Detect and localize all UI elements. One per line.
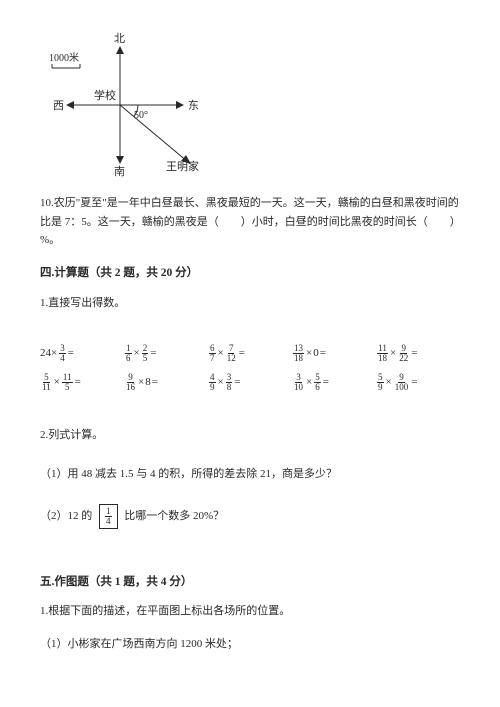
label-east: 东 bbox=[188, 97, 199, 116]
s4-q2-1: （1）用 48 减去 1.5 与 4 的积，所得的差去除 21，商是多少？ bbox=[40, 465, 460, 484]
calc-item: 511 × 115 = bbox=[40, 373, 124, 392]
question-10: 10.农历"夏至"是一年中白昼最长、黑夜最短的一天。这一天，赣榆的白昼和黑夜时间… bbox=[40, 194, 460, 250]
page-container: 北 南 西 东 学校 50° 王明家 1000米 10.农历"夏至"是一年中白昼… bbox=[0, 0, 500, 707]
fraction: 1118 bbox=[377, 344, 388, 363]
fraction: 16 bbox=[125, 344, 132, 363]
calc-item: 16 × 25 = bbox=[124, 344, 208, 363]
calc-post: = bbox=[68, 344, 74, 363]
label-north: 北 bbox=[114, 30, 125, 49]
s5-q1-1: （1）小彬家在广场西南方向 1200 米处； bbox=[40, 635, 460, 654]
s4-q2-2: （2）12 的 1 4 比哪一个数多 20%？ bbox=[40, 504, 460, 529]
calc-item: 1118 × 922 = bbox=[376, 344, 460, 363]
fraction: 67 bbox=[209, 344, 216, 363]
label-school: 学校 bbox=[94, 87, 116, 106]
boxed-fraction: 1 4 bbox=[99, 504, 118, 529]
fraction: 511 bbox=[41, 373, 52, 392]
fraction: 916 bbox=[125, 373, 136, 392]
fraction: 25 bbox=[142, 344, 149, 363]
calc-row-1: 24× 34 = 16 × 25 = 67 × 712 = 1318 × 0 =… bbox=[40, 344, 460, 363]
calc-row-2: 511 × 115 = 916 × 8 = 49 × 38 = 310 × 56… bbox=[40, 373, 460, 392]
calc-item: 1318 × 0 = bbox=[292, 344, 376, 363]
section-5-head: 五.作图题（共 1 题，共 4 分） bbox=[40, 573, 460, 593]
fraction: 56 bbox=[314, 373, 321, 392]
fraction: 38 bbox=[226, 373, 233, 392]
q2-2-post: 比哪一个数多 20%？ bbox=[124, 510, 224, 522]
calc-pre: 24× bbox=[40, 344, 57, 363]
fraction: 9100 bbox=[394, 373, 410, 392]
label-west: 西 bbox=[53, 97, 64, 116]
calc-item: 916 × 8 = bbox=[124, 373, 208, 392]
s5-q1: 1.根据下面的描述，在平面图上标出各场所的位置。 bbox=[40, 602, 460, 621]
fraction: 34 bbox=[59, 344, 66, 363]
calc-item: 49 × 38 = bbox=[208, 373, 292, 392]
fraction: 1 4 bbox=[105, 507, 112, 526]
fraction: 922 bbox=[398, 344, 409, 363]
label-house: 王明家 bbox=[166, 158, 199, 177]
fraction: 712 bbox=[226, 344, 237, 363]
s4-q2: 2.列式计算。 bbox=[40, 426, 460, 445]
calc-item: 67 × 712 = bbox=[208, 344, 292, 363]
section-4-head: 四.计算题（共 2 题，共 20 分） bbox=[40, 264, 460, 284]
s4-q1: 1.直接写出得数。 bbox=[40, 294, 460, 313]
calc-item: 24× 34 = bbox=[40, 344, 124, 363]
fraction: 59 bbox=[377, 373, 384, 392]
fraction: 49 bbox=[209, 373, 216, 392]
q2-2-pre: （2）12 的 bbox=[40, 510, 92, 522]
calc-item: 59 × 9100 = bbox=[376, 373, 460, 392]
label-angle: 50° bbox=[134, 107, 148, 124]
calc-item: 310 × 56 = bbox=[292, 373, 376, 392]
fraction: 1318 bbox=[293, 344, 304, 363]
scale-label: 1000米 bbox=[49, 50, 79, 67]
label-south: 南 bbox=[114, 163, 125, 182]
fraction: 115 bbox=[62, 373, 73, 392]
compass-diagram: 北 南 西 东 学校 50° 王明家 1000米 bbox=[40, 30, 220, 180]
fraction: 310 bbox=[293, 373, 304, 392]
